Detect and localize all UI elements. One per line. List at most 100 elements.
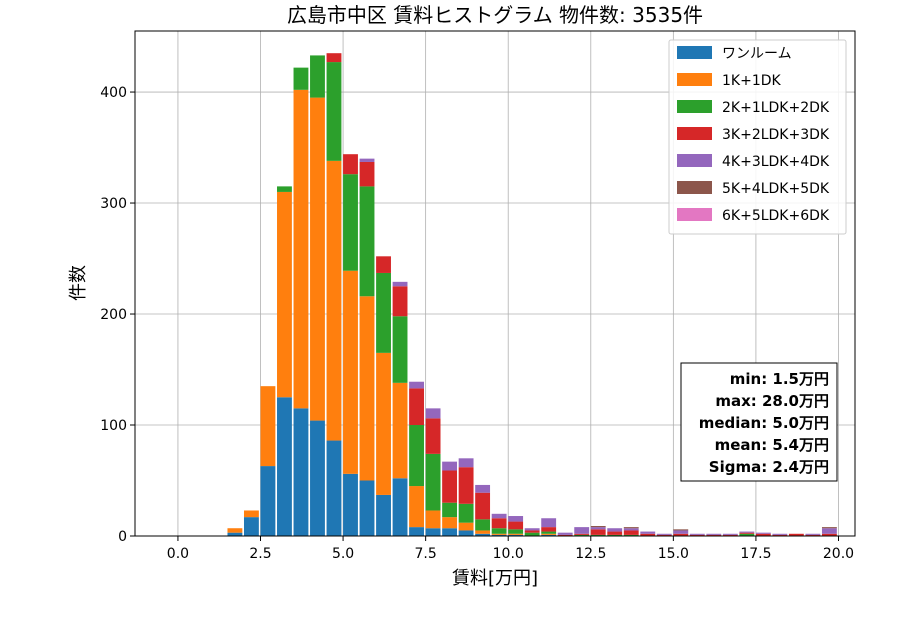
bar-bin17-series4 — [508, 516, 524, 522]
bar-bin0-series1 — [227, 528, 243, 533]
legend-swatch-5 — [677, 181, 712, 194]
bar-bin26-series4 — [656, 533, 672, 535]
legend-label-0: ワンルーム — [722, 46, 792, 62]
bar-bin6-series1 — [326, 160, 342, 441]
bar-bin21-series3 — [574, 533, 590, 535]
bar-bin17-series2 — [508, 529, 524, 534]
bar-bin33-series3 — [772, 534, 788, 536]
legend-label-1: 1K+1DK — [722, 73, 782, 89]
bar-bin10-series0 — [392, 478, 408, 536]
bar-bin5-series1 — [310, 97, 325, 421]
bar-bin5-series0 — [310, 420, 325, 536]
legend-label-5: 5K+4LDK+5DK — [722, 181, 830, 197]
bar-bin29-series4 — [706, 533, 722, 535]
bar-bin16-series3 — [491, 518, 507, 529]
bar-bin11-series2 — [409, 425, 424, 487]
bar-bin23-series3 — [607, 531, 623, 535]
bar-bin34-series3 — [788, 533, 804, 536]
bar-bin3-series0 — [277, 397, 292, 536]
x-tick-label-4: 10.0 — [493, 546, 524, 562]
bar-bin22-series4 — [590, 527, 606, 530]
bar-bin31-series4 — [739, 531, 755, 533]
bar-bin20-series4 — [557, 532, 573, 535]
bars-layer — [227, 53, 837, 536]
x-axis-label: 賃料[万円] — [452, 568, 538, 589]
bar-bin35-series4 — [805, 533, 821, 535]
bar-bin8-series0 — [359, 480, 375, 536]
bar-bin11-series1 — [409, 486, 424, 528]
bar-bin19-series3 — [541, 527, 557, 532]
bar-bin23-series4 — [607, 528, 623, 532]
bar-bin2-series1 — [260, 386, 276, 467]
bar-bin32-series3 — [755, 533, 771, 536]
bar-bin14-series0 — [458, 530, 474, 536]
legend-label-2: 2K+1LDK+2DK — [722, 100, 830, 116]
legend-swatch-6 — [677, 208, 712, 221]
legend-label-6: 6K+5LDK+6DK — [722, 208, 830, 224]
bar-bin8-series3 — [359, 161, 375, 187]
bar-bin24-series4 — [623, 528, 639, 531]
bar-bin31-series2 — [739, 533, 755, 536]
bar-bin16-series4 — [491, 513, 507, 519]
x-axis-ticks: 0.0 2.5 5.0 7.5 10.0 12.5 15.0 17.5 20.0 — [167, 536, 854, 562]
bar-bin15-series1 — [475, 530, 491, 534]
y-axis-ticks: 0 100 200 300 400 — [100, 85, 135, 545]
legend: ワンルーム 1K+1DK 2K+1LDK+2DK 3K+2LDK+3DK 4K+3LDK… — [668, 39, 847, 235]
bar-bin8-series1 — [359, 296, 375, 481]
bar-bin15-series0 — [475, 533, 491, 536]
bar-bin22-series2 — [590, 534, 606, 536]
bar-bin36-series3 — [821, 533, 837, 536]
stat-sigma: Sigma: 2.4万円 — [709, 458, 829, 476]
bar-bin27-series5 — [673, 529, 689, 531]
stat-max: max: 28.0万円 — [715, 392, 829, 410]
bar-bin18-series2 — [524, 532, 540, 536]
bar-bin8-series2 — [359, 186, 375, 297]
legend-swatch-4 — [677, 154, 712, 167]
legend-label-3: 3K+2LDK+3DK — [722, 127, 830, 143]
bar-bin13-series4 — [442, 461, 458, 471]
bar-bin4-series1 — [293, 89, 309, 409]
bar-bin30-series4 — [722, 533, 738, 535]
bar-bin24-series5 — [623, 527, 639, 529]
bar-bin6-series3 — [326, 53, 342, 63]
bar-bin9-series1 — [376, 352, 391, 495]
bar-bin13-series1 — [442, 517, 458, 529]
plot-frame — [134, 30, 856, 537]
bar-bin14-series4 — [458, 458, 474, 468]
legend-swatch-0 — [677, 46, 712, 59]
y-tick-label-0: 0 — [118, 529, 127, 545]
bar-bin5-series2 — [310, 55, 325, 98]
bar-bin12-series1 — [425, 510, 441, 529]
bar-bin1-series1 — [243, 510, 259, 518]
x-tick-label-8: 20.0 — [823, 546, 854, 562]
bar-bin36-series4 — [821, 528, 837, 534]
bar-bin4-series2 — [293, 67, 309, 90]
bar-bin9-series3 — [376, 256, 391, 273]
bar-bin11-series3 — [409, 388, 424, 426]
bar-bin10-series2 — [392, 316, 408, 383]
bar-bin20-series3 — [557, 534, 573, 536]
stat-min: min: 1.5万円 — [730, 370, 829, 388]
bar-bin11-series4 — [409, 381, 424, 389]
bar-bin0-series0 — [227, 532, 243, 536]
bar-bin2-series0 — [260, 466, 276, 536]
bar-bin10-series4 — [392, 281, 408, 287]
x-tick-label-6: 15.0 — [658, 546, 689, 562]
bar-bin17-series0 — [508, 534, 524, 536]
bar-bin19-series2 — [541, 531, 557, 534]
bar-bin7-series0 — [343, 473, 358, 536]
bar-bin27-series3 — [673, 533, 689, 536]
stats-frame — [680, 362, 838, 482]
bar-bin36-series5 — [821, 527, 837, 529]
bar-bin15-series3 — [475, 492, 491, 520]
bar-bin9-series0 — [376, 494, 391, 536]
bar-bin22-series5 — [590, 526, 606, 528]
bar-bin19-series1 — [541, 533, 557, 535]
legend-swatch-1 — [677, 73, 712, 86]
bar-bin16-series2 — [491, 528, 507, 534]
legend-label-4: 4K+3LDK+4DK — [722, 154, 830, 170]
bar-bin25-series4 — [640, 531, 656, 534]
bar-bin26-series3 — [656, 534, 672, 536]
stat-median: median: 5.0万円 — [699, 414, 829, 432]
